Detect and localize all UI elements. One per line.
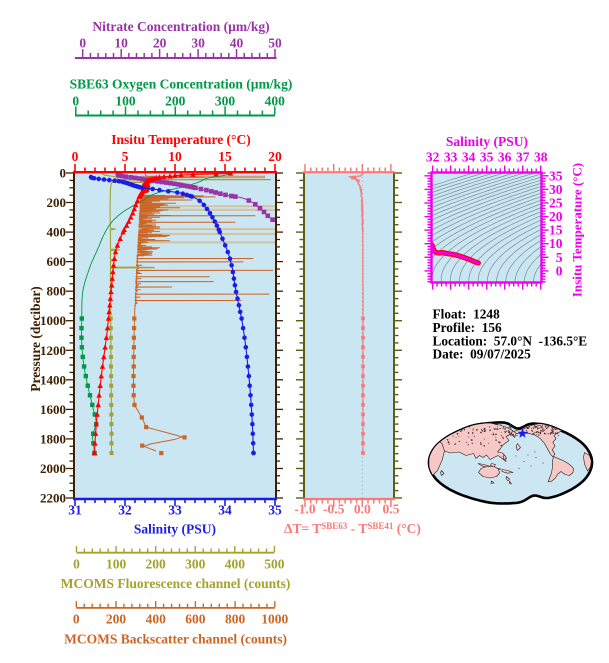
svg-text:35: 35 [549,168,563,183]
svg-text:Salinity (PSU): Salinity (PSU) [446,134,528,149]
svg-text:100: 100 [106,557,127,572]
svg-text:0: 0 [72,94,79,109]
svg-text:ΔT= TSBE63 - TSBE41 (°C): ΔT= TSBE63 - TSBE41 (°C) [284,521,421,536]
svg-text:30: 30 [191,36,205,51]
svg-text:-0.5: -0.5 [323,502,345,517]
svg-text:200: 200 [106,612,127,627]
svg-text:800: 800 [225,612,246,627]
svg-text:10: 10 [168,149,182,164]
svg-text:SBE63 Oxygen Concentration (µm: SBE63 Oxygen Concentration (µm/kg) [70,77,293,92]
svg-text:300: 300 [185,557,206,572]
svg-text:-1.0: -1.0 [294,502,316,517]
svg-text:Profile: 156: Profile: 156 [433,320,503,335]
svg-text:400: 400 [146,612,167,627]
svg-text:Nitrate Concentration (µm/kg): Nitrate Concentration (µm/kg) [92,19,269,34]
svg-text:50: 50 [268,36,282,51]
svg-text:34: 34 [462,150,476,165]
svg-text:Float: 1248: Float: 1248 [433,307,501,322]
svg-text:800: 800 [47,284,67,299]
svg-text:1000: 1000 [40,313,66,328]
svg-text:1200: 1200 [40,343,66,358]
svg-text:400: 400 [47,225,67,240]
svg-text:MCOMS Fluorescence channel (co: MCOMS Fluorescence channel (counts) [61,576,291,591]
svg-text:0: 0 [73,557,80,572]
svg-text:34: 34 [218,503,232,518]
svg-text:20: 20 [268,149,282,164]
svg-text:5: 5 [122,149,129,164]
svg-text:25: 25 [549,195,563,210]
svg-text:Date: 09/07/2025: Date: 09/07/2025 [433,347,532,362]
svg-text:0.5: 0.5 [383,502,400,517]
svg-text:0: 0 [79,36,86,51]
svg-text:500: 500 [264,557,285,572]
svg-text:32: 32 [426,150,440,165]
svg-text:40: 40 [230,36,244,51]
svg-text:32: 32 [118,503,132,518]
svg-text:38: 38 [534,150,548,165]
svg-text:30: 30 [549,182,563,197]
svg-text:10: 10 [549,236,563,251]
svg-text:Location: 57.0°N -136.5°E: Location: 57.0°N -136.5°E [433,333,588,348]
svg-text:300: 300 [215,94,236,109]
svg-text:2200: 2200 [40,491,66,506]
svg-text:600: 600 [185,612,206,627]
svg-text:Insitu Temperature (°C): Insitu Temperature (°C) [111,132,250,147]
svg-text:0: 0 [60,166,67,181]
svg-text:1800: 1800 [40,431,66,446]
svg-text:400: 400 [225,557,246,572]
svg-text:10: 10 [114,36,128,51]
svg-text:1600: 1600 [40,402,66,417]
svg-text:Salinity (PSU): Salinity (PSU) [134,522,216,537]
svg-text:0: 0 [556,263,563,278]
svg-text:0: 0 [73,612,80,627]
svg-text:5: 5 [556,250,563,265]
svg-text:33: 33 [444,150,458,165]
svg-text:31: 31 [68,503,82,518]
svg-text:35: 35 [268,503,282,518]
svg-text:15: 15 [549,223,563,238]
svg-text:Pressure (decibar): Pressure (decibar) [28,286,43,392]
svg-text:2000: 2000 [40,461,66,476]
svg-text:1400: 1400 [40,372,66,387]
svg-text:MCOMS Backscatter channel (cou: MCOMS Backscatter channel (counts) [64,632,287,647]
svg-text:100: 100 [115,94,136,109]
svg-text:33: 33 [168,503,182,518]
svg-text:15: 15 [218,149,232,164]
svg-text:37: 37 [516,150,530,165]
svg-text:1000: 1000 [261,612,288,627]
svg-text:200: 200 [165,94,186,109]
svg-text:0.0: 0.0 [354,502,371,517]
svg-text:0: 0 [72,149,79,164]
svg-text:400: 400 [265,94,286,109]
svg-text:600: 600 [47,254,67,269]
svg-text:20: 20 [549,209,563,224]
svg-text:200: 200 [146,557,167,572]
svg-text:200: 200 [47,195,67,210]
svg-text:35: 35 [480,150,494,165]
svg-text:20: 20 [153,36,167,51]
svg-text:36: 36 [498,150,512,165]
svg-text:Insitu Temperature (°C): Insitu Temperature (°C) [570,163,585,297]
